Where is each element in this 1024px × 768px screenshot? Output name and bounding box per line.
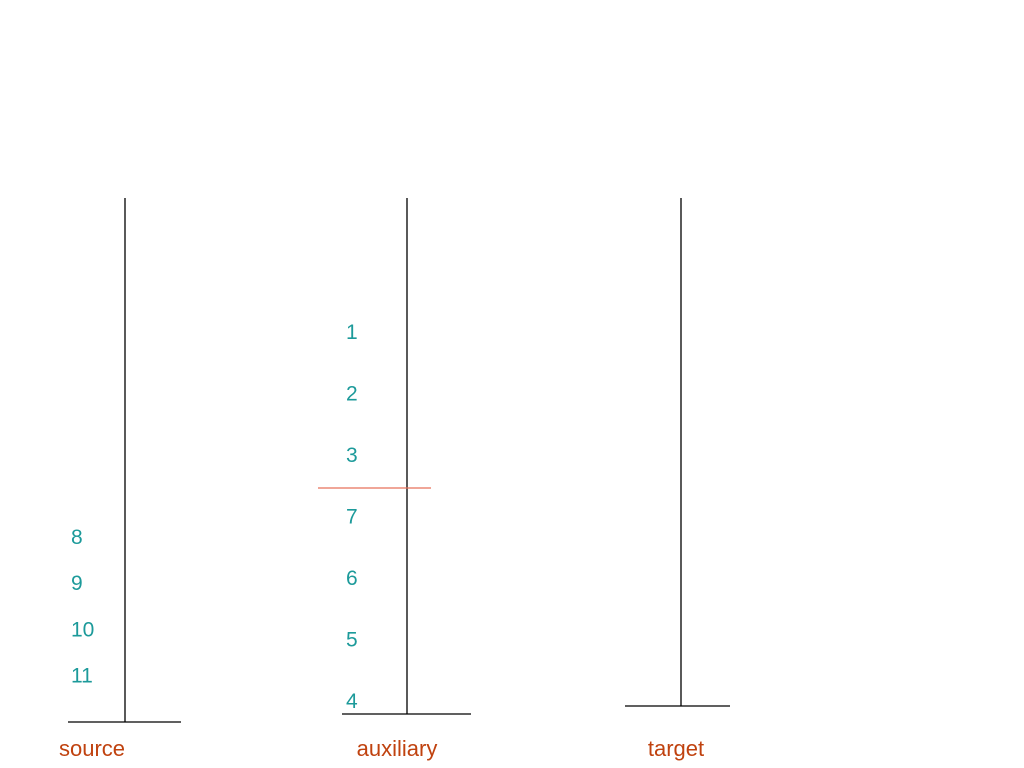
disk-number: 10 — [71, 618, 94, 641]
disk-number: 3 — [346, 444, 358, 467]
disk-number: 2 — [346, 383, 358, 406]
peg-label: target — [648, 736, 704, 761]
disk-number: 6 — [346, 567, 358, 590]
disk-number: 9 — [71, 572, 83, 595]
disk-number: 5 — [346, 629, 358, 652]
disk-number: 4 — [346, 690, 358, 713]
disk-number: 1 — [346, 321, 358, 344]
disk-number: 8 — [71, 526, 83, 549]
disk-number: 11 — [71, 665, 93, 688]
peg-label: auxiliary — [357, 736, 438, 761]
disk-number: 7 — [346, 506, 358, 529]
peg-label: source — [59, 736, 125, 761]
